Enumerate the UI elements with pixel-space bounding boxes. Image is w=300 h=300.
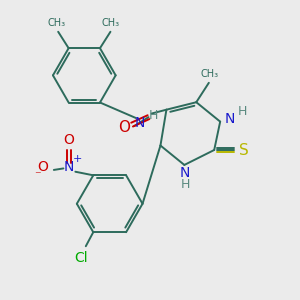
Text: N: N	[180, 166, 190, 180]
Text: N: N	[134, 116, 145, 130]
Text: O: O	[118, 119, 130, 134]
Text: N: N	[64, 160, 74, 174]
Text: CH₃: CH₃	[48, 18, 66, 28]
Text: ⁻: ⁻	[34, 169, 40, 182]
Text: H: H	[180, 178, 190, 191]
Text: Cl: Cl	[74, 250, 88, 265]
Text: H: H	[149, 109, 159, 122]
Text: CH₃: CH₃	[200, 69, 218, 79]
Text: S: S	[239, 142, 249, 158]
Text: N: N	[224, 112, 235, 126]
Text: H: H	[238, 105, 247, 118]
Text: O: O	[38, 160, 49, 174]
Text: +: +	[73, 154, 82, 164]
Text: O: O	[63, 133, 74, 147]
Text: CH₃: CH₃	[102, 18, 120, 28]
